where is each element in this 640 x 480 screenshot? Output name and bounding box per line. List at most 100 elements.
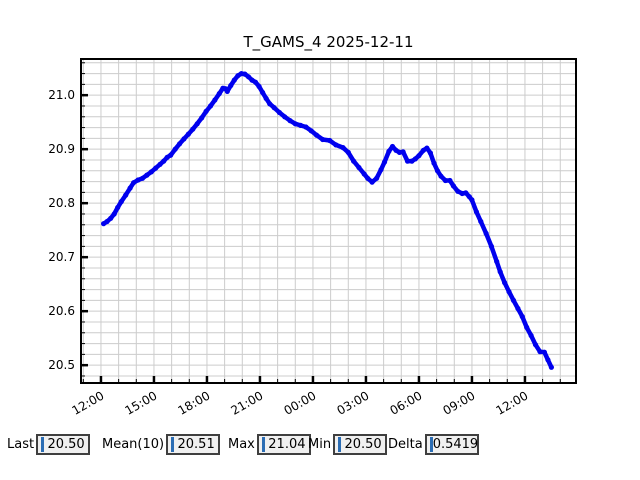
data-marker — [455, 188, 461, 194]
data-marker — [424, 145, 430, 151]
data-marker — [123, 192, 129, 198]
data-marker — [327, 137, 333, 144]
data-marker — [442, 177, 448, 184]
data-marker — [351, 158, 357, 164]
data-marker — [434, 168, 441, 174]
data-marker — [478, 218, 484, 225]
data-marker — [139, 175, 146, 181]
text-cursor — [41, 436, 45, 452]
stat-last-value: 20.50 — [47, 436, 85, 452]
data-marker — [532, 342, 539, 348]
data-marker — [369, 179, 375, 185]
data-marker — [271, 105, 277, 111]
text-cursor — [338, 436, 342, 452]
data-marker — [172, 146, 178, 152]
data-marker — [502, 280, 508, 286]
data-marker — [207, 103, 214, 109]
stat-mean-entry[interactable]: 20.51 — [166, 433, 221, 455]
data-marker — [153, 165, 159, 171]
data-marker — [231, 77, 237, 83]
x-tick-label: 21:00 — [228, 388, 265, 417]
data-marker — [548, 364, 555, 370]
y-tick-label: 20.5 — [48, 358, 75, 372]
data-marker — [416, 153, 422, 159]
data-marker — [365, 175, 371, 181]
data-line — [101, 71, 554, 370]
data-marker — [506, 289, 512, 295]
data-marker — [510, 297, 517, 303]
x-tick-label: 12:00 — [493, 388, 530, 417]
data-marker — [127, 185, 133, 191]
text-cursor — [429, 436, 433, 452]
data-marker — [157, 161, 163, 167]
stat-mean: Mean(10) 20.51 — [102, 430, 221, 458]
data-marker — [386, 148, 392, 154]
y-tick-label: 21.0 — [48, 88, 75, 102]
stat-last-entry[interactable]: 20.50 — [36, 433, 91, 455]
data-marker — [345, 149, 351, 155]
data-marker — [252, 79, 259, 85]
stat-max-value: 21.04 — [268, 436, 306, 452]
x-tick-label: 00:00 — [281, 388, 318, 417]
data-marker — [111, 211, 117, 217]
data-marker — [361, 171, 367, 177]
stat-max: Max 21.04 — [228, 430, 311, 458]
data-marker — [469, 197, 475, 203]
stat-last-label: Last — [7, 436, 35, 452]
stat-delta-value: 0.5419 — [432, 436, 479, 452]
stat-max-label: Max — [228, 436, 255, 452]
data-marker — [473, 209, 479, 215]
data-marker — [212, 97, 218, 103]
stat-delta-entry[interactable]: 0.5419 — [424, 433, 479, 455]
data-marker — [313, 132, 320, 138]
x-tick-label: 03:00 — [334, 388, 371, 417]
data-marker — [404, 158, 411, 164]
data-marker — [263, 95, 269, 101]
data-marker — [118, 199, 124, 205]
text-cursor — [171, 436, 175, 452]
x-tick-label: 06:00 — [387, 388, 424, 417]
x-tick-label: 12:00 — [70, 388, 107, 417]
x-tick-label: 15:00 — [123, 388, 160, 417]
data-marker — [463, 190, 469, 196]
x-tick-label: 18:00 — [175, 388, 212, 417]
data-marker — [267, 101, 273, 107]
data-marker — [148, 169, 154, 175]
data-marker — [177, 141, 183, 147]
data-marker — [308, 128, 314, 134]
data-marker — [104, 218, 110, 225]
data-marker — [450, 183, 456, 189]
data-marker — [115, 204, 121, 211]
data-marker — [497, 269, 503, 275]
data-marker — [541, 349, 548, 355]
data-marker — [378, 167, 384, 173]
data-marker — [292, 121, 298, 127]
data-marker — [245, 74, 252, 80]
data-marker — [108, 215, 114, 221]
data-marker — [400, 149, 406, 155]
data-marker — [545, 357, 551, 363]
data-marker — [494, 258, 500, 265]
data-marker — [282, 114, 288, 120]
data-marker — [203, 108, 209, 114]
stat-delta-label: Delta — [388, 436, 423, 452]
stat-mean-value: 20.51 — [177, 436, 215, 452]
stat-min: Min 20.50 — [308, 430, 388, 458]
data-marker — [333, 142, 339, 148]
data-marker — [438, 173, 444, 179]
plot-border — [80, 58, 577, 384]
y-tick-label: 20.8 — [48, 196, 75, 210]
data-marker — [131, 180, 137, 186]
data-marker — [228, 82, 234, 89]
data-marker — [537, 349, 543, 355]
data-marker — [216, 91, 222, 97]
data-marker — [276, 109, 282, 116]
data-marker — [515, 305, 521, 312]
stat-min-entry[interactable]: 20.50 — [333, 433, 388, 455]
data-marker — [381, 159, 388, 165]
data-marker — [287, 118, 293, 124]
data-marker — [431, 160, 437, 166]
y-tick-label: 20.7 — [48, 250, 75, 264]
stat-max-entry[interactable]: 21.04 — [256, 433, 311, 455]
data-marker — [168, 152, 174, 158]
